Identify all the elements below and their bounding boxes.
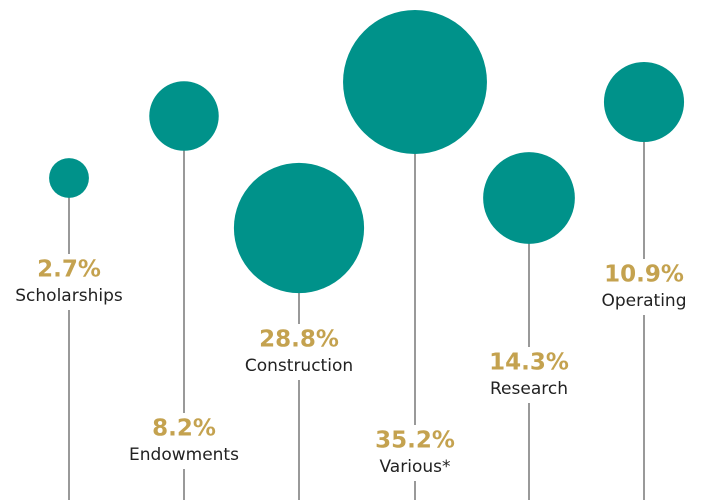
value-label: 8.2% [152,416,216,442]
value-label: 28.8% [259,327,339,353]
value-label: 14.3% [489,350,569,376]
value-label: 2.7% [37,257,101,283]
category-label: Construction [245,356,353,376]
category-label: Endowments [129,445,239,465]
category-label: Operating [602,291,687,311]
value-label: 35.2% [375,428,455,454]
bubble [149,81,219,151]
value-label: 10.9% [604,262,684,288]
bubble [343,10,487,154]
bubble [603,61,685,143]
bubble [483,152,575,244]
category-label: Research [490,379,568,399]
bubble [233,162,365,294]
category-label: Scholarships [15,286,123,306]
bubble [49,158,89,198]
category-label: Various* [380,457,451,477]
